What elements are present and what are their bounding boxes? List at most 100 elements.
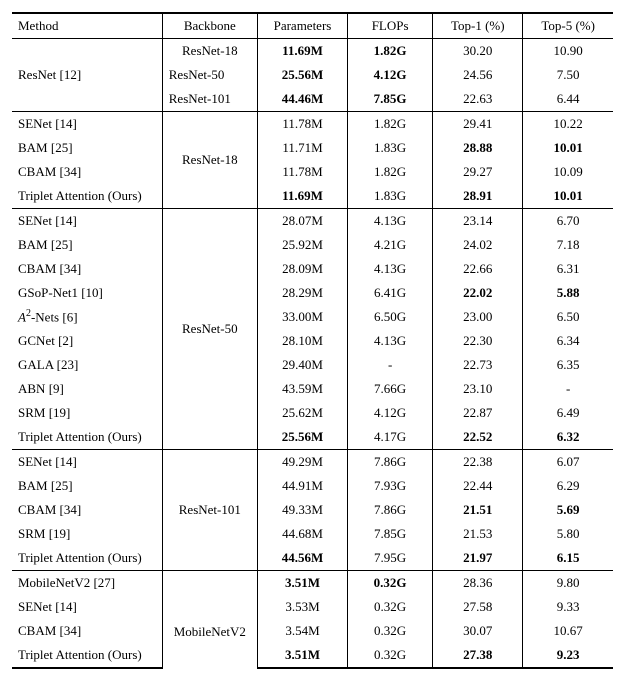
flops-cell: 4.21G xyxy=(348,233,433,257)
results-table: Method Backbone Parameters FLOPs Top-1 (… xyxy=(12,12,613,669)
parameters-cell: 3.51M xyxy=(257,571,347,596)
top5-cell: 6.49 xyxy=(523,401,613,425)
method-cell: BAM [25] xyxy=(12,474,162,498)
top1-cell: 27.58 xyxy=(433,595,523,619)
top5-cell: 6.50 xyxy=(523,305,613,329)
top1-cell: 22.02 xyxy=(433,281,523,305)
method-cell: Triplet Attention (Ours) xyxy=(12,425,162,450)
parameters-cell: 3.51M xyxy=(257,643,347,668)
top5-cell: 5.88 xyxy=(523,281,613,305)
flops-cell: 6.50G xyxy=(348,305,433,329)
method-cell: SENet [14] xyxy=(12,112,162,137)
top5-cell: 10.67 xyxy=(523,619,613,643)
backbone-cell: ResNet-101 xyxy=(162,87,257,112)
method-cell: SENet [14] xyxy=(12,450,162,475)
table-row: Triplet Attention (Ours)11.69M1.83G28.91… xyxy=(12,184,613,209)
backbone-cell: MobileNetV2 xyxy=(162,595,257,668)
parameters-cell: 44.68M xyxy=(257,522,347,546)
flops-cell: 4.13G xyxy=(348,209,433,234)
table-row: Triplet Attention (Ours)3.51M0.32G27.389… xyxy=(12,643,613,668)
top1-cell: 28.36 xyxy=(433,571,523,596)
top1-cell: 29.41 xyxy=(433,112,523,137)
table-row: SRM [19]25.62M4.12G22.876.49 xyxy=(12,401,613,425)
method-cell: GCNet [2] xyxy=(12,329,162,353)
flops-cell: 1.82G xyxy=(348,112,433,137)
method-cell: BAM [25] xyxy=(12,136,162,160)
flops-cell: - xyxy=(348,353,433,377)
flops-cell: 7.85G xyxy=(348,522,433,546)
parameters-cell: 29.40M xyxy=(257,353,347,377)
top1-cell: 22.73 xyxy=(433,353,523,377)
table-row: SRM [19]44.68M7.85G21.535.80 xyxy=(12,522,613,546)
flops-cell: 1.82G xyxy=(348,160,433,184)
top1-cell: 29.27 xyxy=(433,160,523,184)
table-row: CBAM [34]49.33M7.86G21.515.69 xyxy=(12,498,613,522)
method-cell: ABN [9] xyxy=(12,377,162,401)
method-cell: Triplet Attention (Ours) xyxy=(12,546,162,571)
table-row: BAM [25]44.91M7.93G22.446.29 xyxy=(12,474,613,498)
flops-cell: 0.32G xyxy=(348,619,433,643)
table-row: CBAM [34]3.54M0.32G30.0710.67 xyxy=(12,619,613,643)
parameters-cell: 44.46M xyxy=(257,87,347,112)
top5-cell: 6.32 xyxy=(523,425,613,450)
parameters-cell: 25.92M xyxy=(257,233,347,257)
top5-cell: 6.35 xyxy=(523,353,613,377)
method-cell: CBAM [34] xyxy=(12,257,162,281)
backbone-cell: ResNet-18 xyxy=(162,39,257,64)
parameters-cell: 25.56M xyxy=(257,63,347,87)
table-row: SENet [14]MobileNetV23.53M0.32G27.589.33 xyxy=(12,595,613,619)
top1-cell: 30.20 xyxy=(433,39,523,64)
flops-cell: 0.32G xyxy=(348,571,433,596)
top5-cell: 9.33 xyxy=(523,595,613,619)
top5-cell: 6.07 xyxy=(523,450,613,475)
backbone-cell: ResNet-50 xyxy=(162,209,257,450)
top5-cell: 10.22 xyxy=(523,112,613,137)
parameters-cell: 11.78M xyxy=(257,160,347,184)
flops-cell: 4.13G xyxy=(348,257,433,281)
table-row: CBAM [34]28.09M4.13G22.666.31 xyxy=(12,257,613,281)
parameters-cell: 33.00M xyxy=(257,305,347,329)
parameters-cell: 43.59M xyxy=(257,377,347,401)
top5-cell: 6.44 xyxy=(523,87,613,112)
top1-cell: 22.30 xyxy=(433,329,523,353)
parameters-cell: 25.62M xyxy=(257,401,347,425)
flops-cell: 7.86G xyxy=(348,498,433,522)
top5-cell: 10.01 xyxy=(523,136,613,160)
table-row: BAM [25]25.92M4.21G24.027.18 xyxy=(12,233,613,257)
method-cell: CBAM [34] xyxy=(12,160,162,184)
table-row: ABN [9]43.59M7.66G23.10- xyxy=(12,377,613,401)
flops-cell: 0.32G xyxy=(348,643,433,668)
table-row: A2-Nets [6]33.00M6.50G23.006.50 xyxy=(12,305,613,329)
table-row: MobileNetV2 [27]3.51M0.32G28.369.80 xyxy=(12,571,613,596)
top1-cell: 21.53 xyxy=(433,522,523,546)
col-method: Method xyxy=(12,13,162,39)
col-backbone: Backbone xyxy=(162,13,257,39)
top1-cell: 27.38 xyxy=(433,643,523,668)
parameters-cell: 11.69M xyxy=(257,39,347,64)
parameters-cell: 11.69M xyxy=(257,184,347,209)
table-row: SENet [14]ResNet-1811.78M1.82G29.4110.22 xyxy=(12,112,613,137)
method-cell: A2-Nets [6] xyxy=(12,305,162,329)
top5-cell: 6.70 xyxy=(523,209,613,234)
flops-cell: 7.86G xyxy=(348,450,433,475)
flops-cell: 7.93G xyxy=(348,474,433,498)
method-cell: CBAM [34] xyxy=(12,498,162,522)
parameters-cell: 11.78M xyxy=(257,112,347,137)
method-cell: SRM [19] xyxy=(12,522,162,546)
method-cell: GSoP-Net1 [10] xyxy=(12,281,162,305)
table-row: SENet [14]ResNet-10149.29M7.86G22.386.07 xyxy=(12,450,613,475)
top1-cell: 22.87 xyxy=(433,401,523,425)
top5-cell: - xyxy=(523,377,613,401)
backbone-cell: ResNet-101 xyxy=(162,450,257,571)
table-row: CBAM [34] 11.78M1.82G29.2710.09 xyxy=(12,160,613,184)
method-cell: SENet [14] xyxy=(12,209,162,234)
top1-cell: 21.97 xyxy=(433,546,523,571)
flops-cell: 4.17G xyxy=(348,425,433,450)
parameters-cell: 3.53M xyxy=(257,595,347,619)
top5-cell: 10.90 xyxy=(523,39,613,64)
table-row: ResNet [12]ResNet-1811.69M1.82G30.2010.9… xyxy=(12,39,613,64)
top5-cell: 10.09 xyxy=(523,160,613,184)
method-cell: CBAM [34] xyxy=(12,619,162,643)
method-cell: Triplet Attention (Ours) xyxy=(12,643,162,668)
top1-cell: 22.52 xyxy=(433,425,523,450)
